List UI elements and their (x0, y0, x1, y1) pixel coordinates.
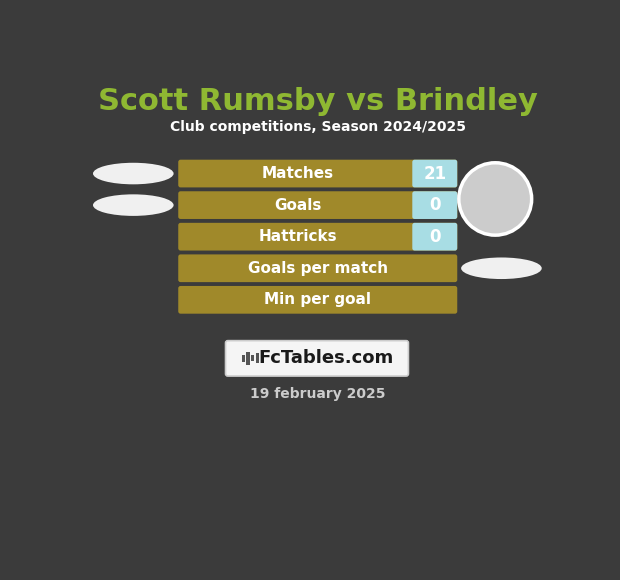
Bar (255, 353, 259, 363)
Bar (251, 356, 254, 361)
FancyBboxPatch shape (412, 160, 458, 187)
Text: Goals per match: Goals per match (247, 261, 388, 276)
Ellipse shape (93, 194, 174, 216)
Bar (242, 354, 245, 362)
FancyBboxPatch shape (226, 340, 409, 376)
Text: Goals: Goals (274, 198, 321, 213)
Text: Min per goal: Min per goal (264, 292, 371, 307)
Text: 0: 0 (429, 228, 441, 246)
Circle shape (459, 163, 531, 235)
FancyBboxPatch shape (412, 191, 458, 219)
FancyBboxPatch shape (412, 223, 458, 251)
FancyBboxPatch shape (179, 223, 458, 251)
Text: Hattricks: Hattricks (259, 229, 337, 244)
FancyBboxPatch shape (179, 160, 458, 187)
Bar (247, 352, 249, 364)
Text: Matches: Matches (262, 166, 334, 181)
Ellipse shape (461, 258, 542, 279)
FancyBboxPatch shape (179, 286, 458, 314)
Text: FcTables.com: FcTables.com (259, 349, 394, 367)
Text: Scott Rumsby vs Brindley: Scott Rumsby vs Brindley (98, 88, 538, 117)
FancyBboxPatch shape (179, 191, 458, 219)
Ellipse shape (93, 163, 174, 184)
Text: 19 february 2025: 19 february 2025 (250, 387, 386, 401)
Text: 21: 21 (423, 165, 446, 183)
FancyBboxPatch shape (179, 255, 458, 282)
Text: 0: 0 (429, 196, 441, 214)
Text: Club competitions, Season 2024/2025: Club competitions, Season 2024/2025 (170, 119, 466, 133)
